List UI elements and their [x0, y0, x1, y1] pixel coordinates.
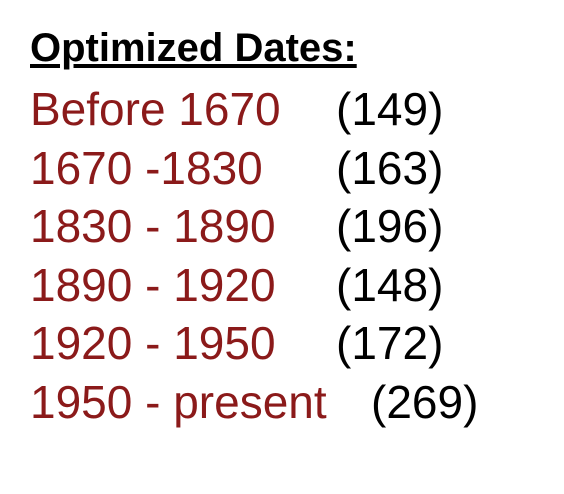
list-item: 1830 - 1890 (196)	[30, 197, 443, 256]
date-range-label: 1920 - 1950	[30, 317, 276, 370]
record-count: (163)	[336, 141, 444, 194]
record-count: (148)	[336, 258, 444, 311]
date-range-label: 1670 -1830	[30, 141, 263, 194]
record-count: (269)	[371, 375, 479, 428]
date-range-label: 1950 - present	[30, 375, 327, 428]
record-count: (172)	[336, 317, 444, 370]
date-range-label: 1830 - 1890	[30, 200, 276, 253]
list-item: 1890 - 1920 (148)	[30, 256, 443, 315]
record-count: (149)	[336, 83, 444, 135]
date-range-label: 1890 - 1920	[30, 258, 276, 311]
page-title: Optimized Dates:	[30, 26, 357, 70]
date-range-list: Before 1670 (149) 1670 -1830 (163) 1830 …	[30, 80, 478, 432]
date-range-label: Before 1670	[30, 83, 281, 135]
list-item: 1670 -1830 (163)	[30, 139, 443, 198]
list-item: 1950 - present (269)	[30, 373, 478, 432]
record-count: (196)	[336, 200, 444, 253]
list-item: Before 1670 (149)	[30, 80, 443, 139]
list-item: 1920 - 1950 (172)	[30, 314, 443, 373]
